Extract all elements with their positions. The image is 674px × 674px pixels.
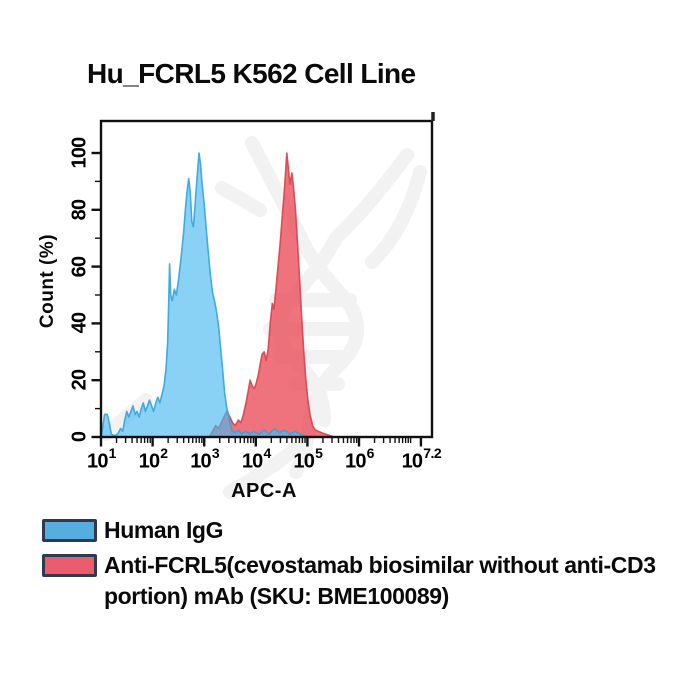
x-tick-label-10e4: 104 (241, 445, 271, 473)
series-path-0 (100, 152, 311, 438)
plot-border (99, 119, 434, 439)
x-tick-label-10e6: 106 (345, 445, 374, 473)
y-tick-label-100: 100 (68, 137, 91, 169)
x-tick-label-10e2: 102 (138, 445, 168, 473)
x-axis-label: APC-A (231, 480, 297, 502)
series-path-1 (208, 152, 335, 438)
plot-dynamic-layer (91, 151, 423, 447)
y-tick-label-40: 40 (68, 313, 91, 334)
y-tick-label-80: 80 (68, 199, 91, 221)
x-tick-label-10e3: 103 (190, 445, 220, 473)
y-tick-label-20: 20 (68, 369, 91, 391)
legend-label-anti-fcrl5: Anti-FCRL5(cevostamab biosimilar without… (104, 552, 656, 609)
y-axis-label: Count (%) (37, 233, 58, 329)
x-tick-label-10e5: 105 (293, 445, 323, 473)
y-tick-label-60: 60 (68, 256, 91, 277)
legend-label-human-igg: Human IgG (104, 517, 224, 543)
x-tick-label-10e1: 101 (87, 445, 116, 473)
legend-swatch-anti-fcrl5 (42, 554, 97, 577)
x-tick-label-10e7.2: 107.2 (401, 445, 442, 473)
legend-swatch-human-igg (42, 519, 97, 542)
y-tick-label-0: 0 (68, 431, 91, 443)
chart-title: Hu_FCRL5 K562 Cell Line (87, 58, 416, 89)
